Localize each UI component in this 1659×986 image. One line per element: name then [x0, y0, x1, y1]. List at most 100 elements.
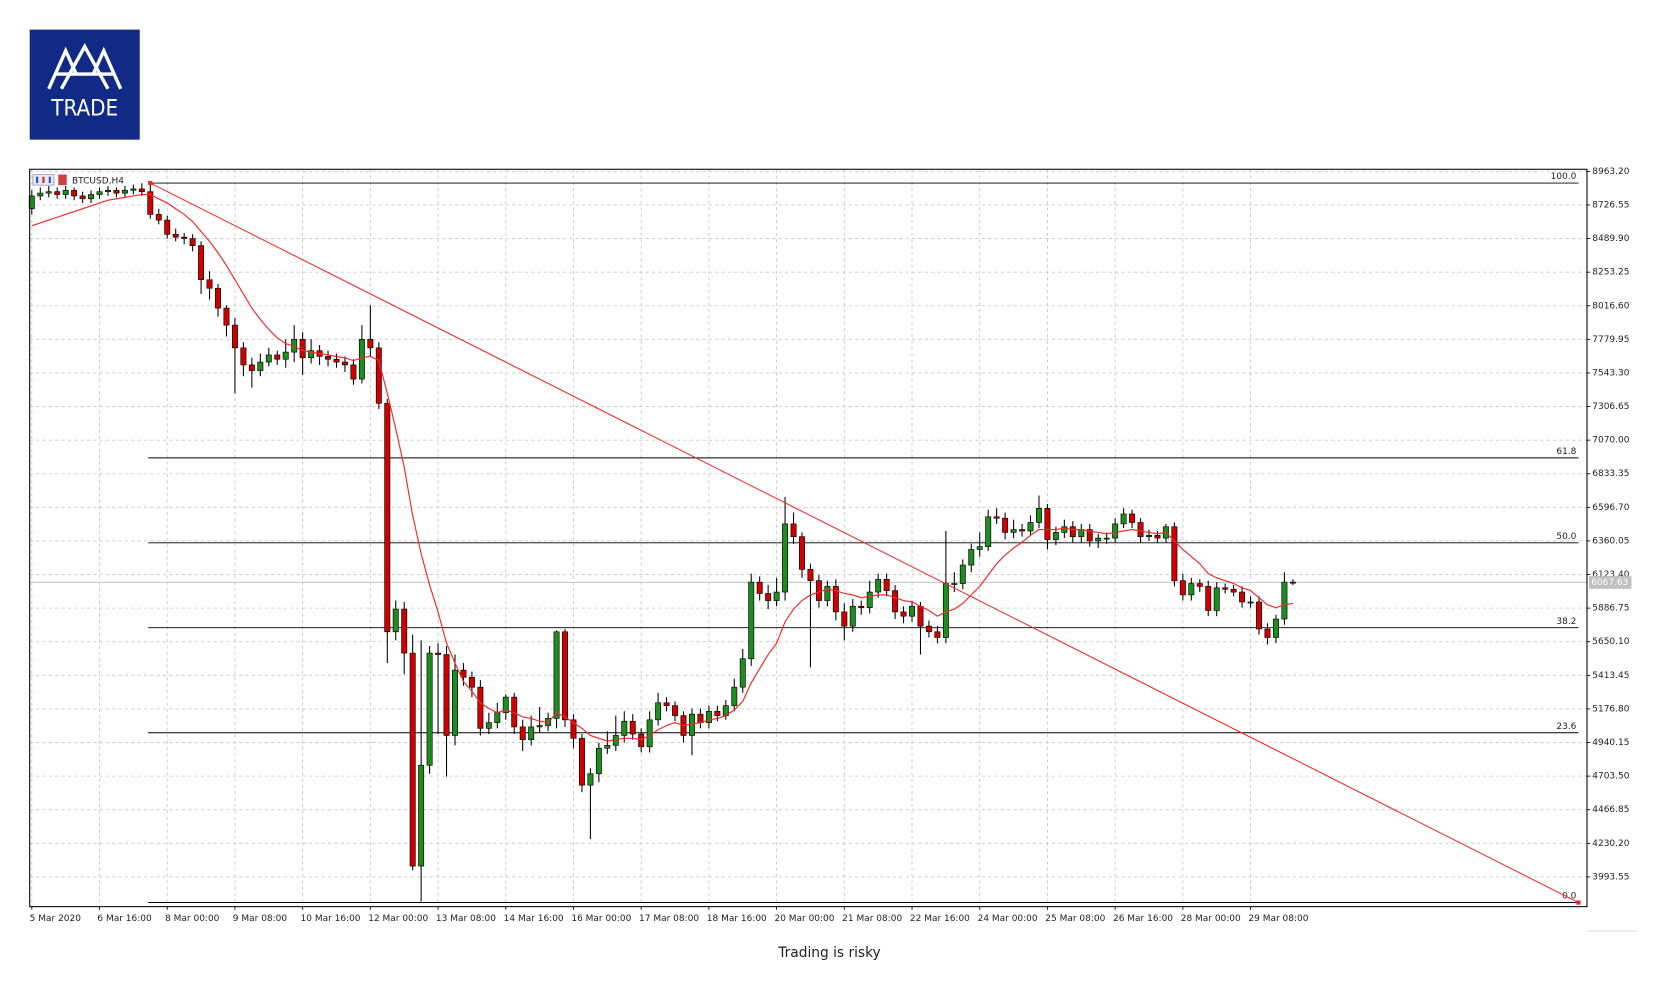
candle-body — [477, 686, 484, 729]
fib-level-label: 38.2 — [1556, 617, 1576, 627]
candle-body — [231, 324, 238, 349]
candle-body — [223, 307, 230, 326]
candle-body — [858, 605, 865, 608]
candle-body — [942, 583, 949, 638]
last-price-tag — [1589, 576, 1632, 589]
candle-body — [164, 219, 171, 235]
candle-body — [917, 605, 924, 627]
candle-body — [985, 516, 992, 547]
last-price-label: 6067.63 — [1591, 578, 1628, 588]
symbol-label: BTCUSD,H4 — [72, 176, 124, 186]
candle-body — [1095, 537, 1102, 542]
y-tick-label: 5650.10 — [1592, 637, 1629, 647]
y-tick-label: 7306.65 — [1592, 402, 1629, 412]
candle-body — [265, 354, 272, 363]
candle-body — [976, 546, 983, 550]
candle-body — [824, 586, 831, 601]
candle-body — [1196, 583, 1203, 587]
trend-line-anchor — [148, 180, 153, 186]
y-tick-label: 7779.95 — [1592, 335, 1629, 345]
candle-body — [672, 705, 679, 716]
x-tick-label: 14 Mar 16:00 — [504, 914, 564, 924]
candle-body — [1230, 588, 1237, 593]
candle-body — [748, 581, 755, 660]
candle-body — [54, 191, 61, 195]
y-tick-label: 4230.20 — [1592, 839, 1629, 849]
candle-body — [485, 722, 492, 729]
x-tick-label: 8 Mar 00:00 — [165, 914, 220, 924]
candle-body — [570, 719, 577, 739]
fib-level-label: 23.6 — [1556, 722, 1576, 732]
y-tick-label: 8726.55 — [1592, 200, 1629, 210]
candle-body — [282, 351, 289, 360]
candle-body — [1137, 522, 1144, 538]
candle-body — [468, 676, 475, 688]
candle-body — [308, 350, 315, 359]
candle-body — [841, 611, 848, 627]
y-tick-label: 5413.45 — [1592, 671, 1629, 681]
candle-body — [663, 702, 670, 706]
candle-body — [782, 523, 789, 593]
candle-body — [604, 745, 611, 749]
candle-body — [849, 605, 856, 627]
candle-body — [900, 611, 907, 617]
candle-body — [1264, 628, 1271, 638]
candle-body — [536, 725, 543, 728]
candle-body — [147, 191, 154, 215]
symbol-icon-flag — [58, 174, 67, 186]
trend-line-anchor — [1576, 900, 1581, 905]
logo: TRADE — [29, 29, 140, 140]
candle-body — [595, 747, 602, 775]
symbol-caption: BTCUSD,H4 — [32, 174, 124, 186]
x-tick-label: 25 Mar 08:00 — [1045, 914, 1105, 924]
candle-body — [1213, 587, 1220, 611]
candle-body — [494, 712, 501, 723]
moving-average-line — [31, 193, 1293, 742]
candle-body — [426, 652, 433, 766]
candle-body — [519, 726, 526, 741]
x-tick-label: 16 Mar 00:00 — [571, 914, 631, 924]
candle-body — [993, 516, 1000, 519]
candle-body — [375, 347, 382, 404]
candle-body — [342, 361, 348, 366]
candle-body — [418, 764, 425, 867]
x-tick-label: 20 Mar 00:00 — [774, 914, 834, 924]
candle-body — [409, 652, 416, 867]
y-tick-label: 4466.85 — [1592, 805, 1629, 815]
candle-body — [959, 564, 966, 584]
candle-body — [697, 713, 704, 723]
x-tick-label: 17 Mar 08:00 — [639, 914, 699, 924]
candle-body — [875, 578, 882, 593]
symbol-icon-bar — [48, 176, 51, 184]
candle-body — [1146, 534, 1152, 538]
candle-body — [206, 279, 213, 289]
trend-line — [150, 182, 1579, 904]
candle-body — [866, 591, 873, 608]
candle-body — [909, 605, 915, 617]
logo-mark — [47, 43, 123, 90]
candle-body — [1272, 618, 1279, 638]
y-tick-label: 8963.20 — [1592, 167, 1629, 177]
candle-body — [358, 339, 365, 380]
candle-body — [105, 189, 111, 193]
x-tick-label: 10 Mar 16:00 — [301, 914, 361, 924]
candle-body — [1036, 507, 1042, 523]
candle-body — [934, 631, 941, 638]
candle-body — [765, 593, 772, 601]
x-tick-label: 13 Mar 08:00 — [436, 914, 496, 924]
y-tick-label: 8253.25 — [1592, 268, 1629, 278]
candle-body — [883, 578, 890, 591]
candle-body — [215, 287, 221, 309]
candle-body — [248, 364, 255, 371]
candle-body — [815, 580, 822, 601]
candle-body — [384, 402, 391, 633]
candle-body — [799, 536, 805, 570]
candle-body — [578, 737, 585, 786]
symbol-icon-bar — [42, 176, 45, 184]
candle-body — [189, 238, 196, 246]
y-tick-label: 7543.30 — [1592, 368, 1629, 378]
candle-body — [756, 581, 763, 594]
y-tick-label: 8489.90 — [1592, 234, 1629, 244]
candle-body — [1027, 522, 1034, 532]
